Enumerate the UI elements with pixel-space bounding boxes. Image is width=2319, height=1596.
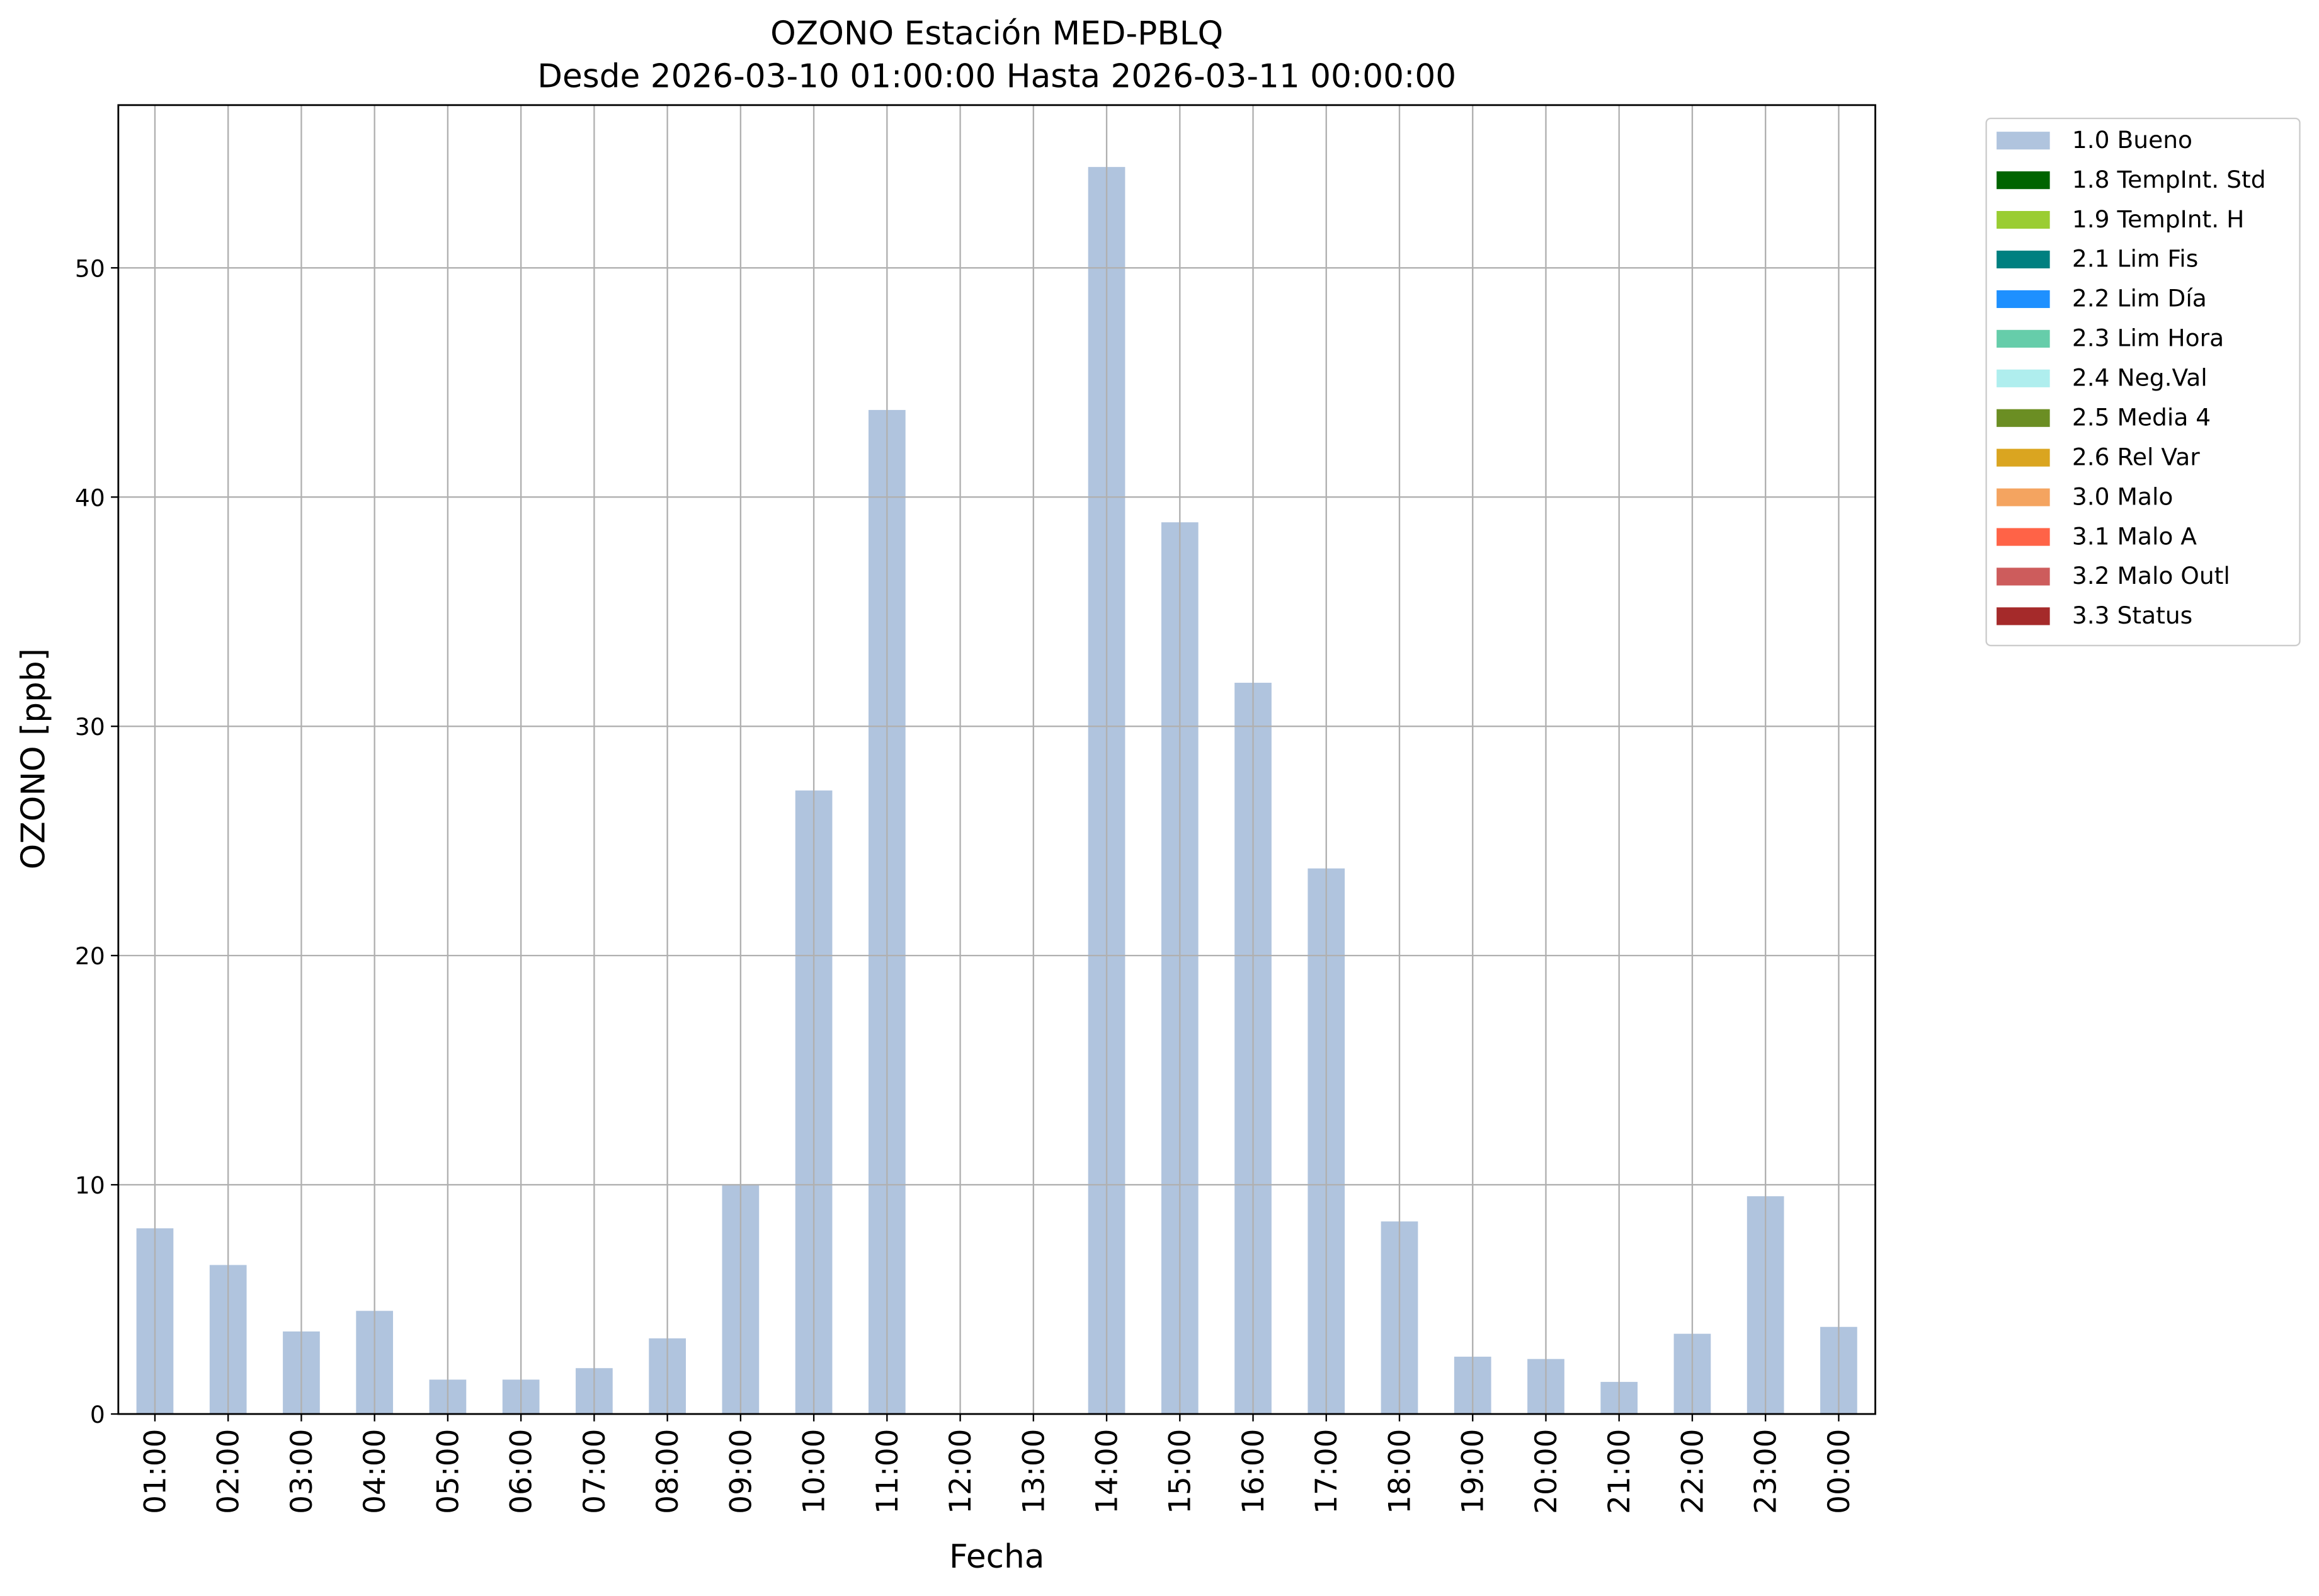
legend-swatch (1997, 448, 2050, 467)
y-tick-label: 10 (75, 1171, 105, 1199)
legend-swatch (1997, 290, 2050, 309)
x-tick-label: 13:00 (1017, 1429, 1051, 1514)
x-tick-label: 15:00 (1163, 1429, 1198, 1514)
y-tick-label: 20 (75, 942, 105, 970)
x-tick-label: 01:00 (138, 1429, 173, 1514)
legend-swatch (1997, 409, 2050, 427)
x-tick-label: 08:00 (651, 1429, 685, 1514)
legend-label: 3.0 Malo (2072, 482, 2174, 510)
x-tick-label: 07:00 (578, 1429, 612, 1514)
x-tick-label: 23:00 (1749, 1429, 1784, 1514)
plot-frame (117, 104, 1876, 1415)
legend-swatch (1997, 528, 2050, 546)
x-tick-label: 11:00 (870, 1429, 905, 1514)
x-axis-label: Fecha (949, 1538, 1044, 1576)
x-tick-label: 17:00 (1309, 1429, 1344, 1514)
legend-label: 2.1 Lim Fis (2072, 245, 2198, 273)
x-tick-label: 21:00 (1602, 1429, 1637, 1514)
x-tick-label: 20:00 (1529, 1429, 1564, 1514)
legend-label: 2.5 Media 4 (2072, 403, 2211, 431)
x-tick-label: 05:00 (431, 1429, 465, 1514)
bars (136, 167, 1857, 1415)
legend-swatch (1997, 567, 2050, 586)
y-tick-label: 0 (90, 1401, 105, 1428)
chart-title: OZONO Estación MED-PBLQ (770, 15, 1223, 53)
x-tick-label: 10:00 (797, 1429, 832, 1514)
x-tick-label: 22:00 (1675, 1429, 1710, 1514)
chart-subtitle: Desde 2026-03-10 01:00:00 Hasta 2026-03-… (537, 58, 1456, 96)
legend-label: 3.2 Malo Outl (2072, 562, 2230, 590)
legend-swatch (1997, 607, 2050, 625)
y-tick-label: 50 (75, 254, 105, 282)
legend-label: 3.1 Malo A (2072, 522, 2197, 550)
legend-swatch (1997, 210, 2050, 229)
x-tick-label: 14:00 (1090, 1429, 1124, 1514)
legend-swatch (1997, 132, 2050, 150)
x-tick-label: 06:00 (504, 1429, 539, 1514)
x-tick-label: 04:00 (358, 1429, 392, 1514)
x-tick-label: 12:00 (943, 1429, 978, 1514)
x-tick-label: 16:00 (1236, 1429, 1271, 1514)
legend-label: 2.6 Rel Var (2072, 443, 2200, 470)
legend-swatch (1997, 329, 2050, 348)
legend-swatch (1997, 250, 2050, 269)
legend-label: 2.2 Lim Día (2072, 285, 2207, 312)
y-axis-label: OZONO [ppb] (14, 648, 52, 869)
x-tick-label: 19:00 (1456, 1429, 1491, 1514)
legend-label: 3.3 Status (2072, 601, 2192, 629)
x-tick-label: 00:00 (1822, 1429, 1857, 1514)
legend-swatch (1997, 171, 2050, 190)
legend-label: 1.8 TempInt. Std (2072, 166, 2266, 193)
legend-box (1985, 117, 2301, 647)
x-tick-label: 02:00 (212, 1429, 246, 1514)
legend-label: 2.4 Neg.Val (2072, 364, 2208, 392)
legend-swatch (1997, 369, 2050, 387)
legend-label: 1.0 Bueno (2072, 126, 2192, 154)
grid (118, 105, 1876, 1415)
x-tick-label: 18:00 (1382, 1429, 1417, 1514)
x-tick-label: 09:00 (724, 1429, 758, 1514)
legend-label: 1.9 TempInt. H (2072, 205, 2245, 233)
legend-swatch (1997, 488, 2050, 506)
legend-label: 2.3 Lim Hora (2072, 324, 2224, 352)
y-tick-label: 30 (75, 713, 105, 741)
y-tick-label: 40 (75, 484, 105, 511)
x-tick-label: 03:00 (285, 1429, 319, 1514)
